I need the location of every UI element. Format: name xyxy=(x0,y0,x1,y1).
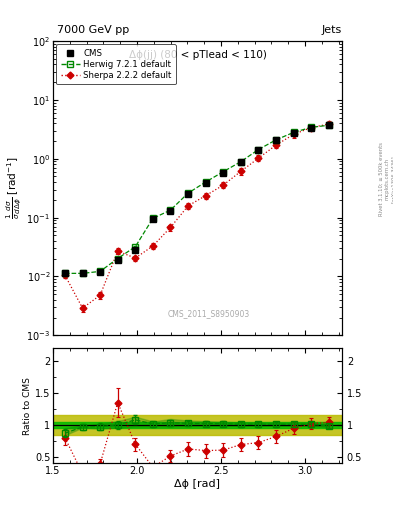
Text: Δϕ(jj) (80 < pTlead < 110): Δϕ(jj) (80 < pTlead < 110) xyxy=(129,50,266,60)
Text: Rivet 3.1.10; ≥ 500k events
mcplots.cern.ch
[arXiv:1306.3436]: Rivet 3.1.10; ≥ 500k events mcplots.cern… xyxy=(379,142,393,216)
Text: 7000 GeV pp: 7000 GeV pp xyxy=(57,25,129,35)
Text: CMS_2011_S8950903: CMS_2011_S8950903 xyxy=(168,309,250,317)
Legend: CMS, Herwig 7.2.1 default, Sherpa 2.2.2 default: CMS, Herwig 7.2.1 default, Sherpa 2.2.2 … xyxy=(57,45,176,84)
Text: Jets: Jets xyxy=(321,25,342,35)
Y-axis label: Ratio to CMS: Ratio to CMS xyxy=(23,377,32,435)
X-axis label: Δϕ [rad]: Δϕ [rad] xyxy=(174,479,220,489)
Y-axis label: $\frac{1}{\sigma}\frac{d\sigma}{d\Delta\phi}\ [\mathrm{rad}^{-1}]$: $\frac{1}{\sigma}\frac{d\sigma}{d\Delta\… xyxy=(4,157,24,220)
